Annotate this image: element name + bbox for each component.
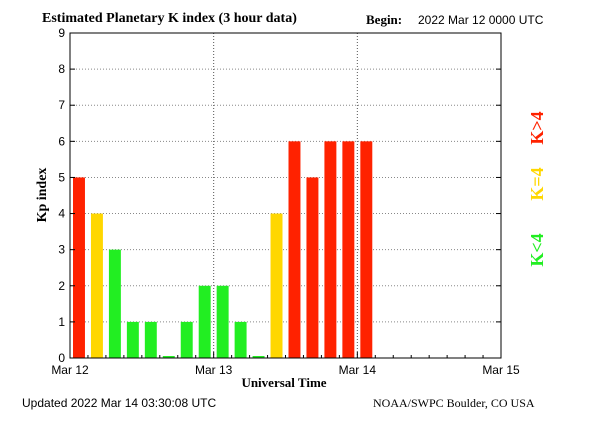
begin-label: Begin: [366, 12, 402, 27]
x-tick-label: Mar 15 [482, 363, 520, 377]
kp-bar [342, 141, 355, 358]
kp-bar [252, 356, 265, 358]
y-tick-label: 3 [58, 243, 65, 257]
axes [69, 32, 502, 359]
x-axis-label: Universal Time [241, 375, 326, 390]
kp-bar [288, 141, 301, 358]
kp-bar [73, 177, 85, 358]
y-tick-label: 9 [58, 26, 65, 40]
grid-lines [70, 33, 501, 358]
legend-k-above-4: K>4 [527, 111, 547, 144]
kp-bar [126, 321, 139, 358]
plot-frame [69, 32, 502, 359]
y-tick-labels: 0 1 2 3 4 5 6 7 8 9 [58, 26, 65, 365]
y-tick-label: 8 [58, 62, 65, 76]
x-tick-labels: Mar 12 Mar 13 Mar 14 Mar 15 [51, 363, 520, 377]
x-tick-label: Mar 13 [195, 363, 233, 377]
updated-timestamp: Updated 2022 Mar 14 03:30:08 UTC [22, 396, 216, 410]
y-axis-label: Kp index [35, 168, 50, 223]
kp-bar [306, 177, 319, 358]
source-credit: NOAA/SWPC Boulder, CO USA [373, 396, 535, 410]
legend-k-equal-4: K=4 [527, 167, 547, 200]
y-tick-label: 7 [58, 98, 65, 112]
bars [73, 141, 373, 358]
chart-title: Estimated Planetary K index (3 hour data… [42, 11, 297, 26]
kp-bar [144, 321, 157, 358]
kp-bar [360, 141, 373, 358]
kp-bar [234, 321, 247, 358]
kp-bar [108, 249, 121, 358]
y-tick-label: 5 [58, 170, 65, 184]
kp-bar [162, 356, 175, 358]
y-tick-label: 4 [58, 207, 65, 221]
kp-bar [198, 285, 211, 358]
kp-bar [270, 213, 283, 358]
kp-bar [324, 141, 337, 358]
x-tick-label: Mar 12 [51, 363, 89, 377]
kp-bar [216, 285, 229, 358]
begin-value: 2022 Mar 12 0000 UTC [418, 13, 544, 27]
kp-bar [90, 213, 103, 358]
x-tick-label: Mar 14 [339, 363, 377, 377]
y-tick-label: 6 [58, 134, 65, 148]
y-tick-label: 0 [58, 351, 65, 365]
y-tick-label: 1 [58, 315, 65, 329]
y-tick-label: 2 [58, 279, 65, 293]
legend-k-below-4: K<4 [527, 233, 547, 266]
kp-bar [180, 321, 193, 358]
